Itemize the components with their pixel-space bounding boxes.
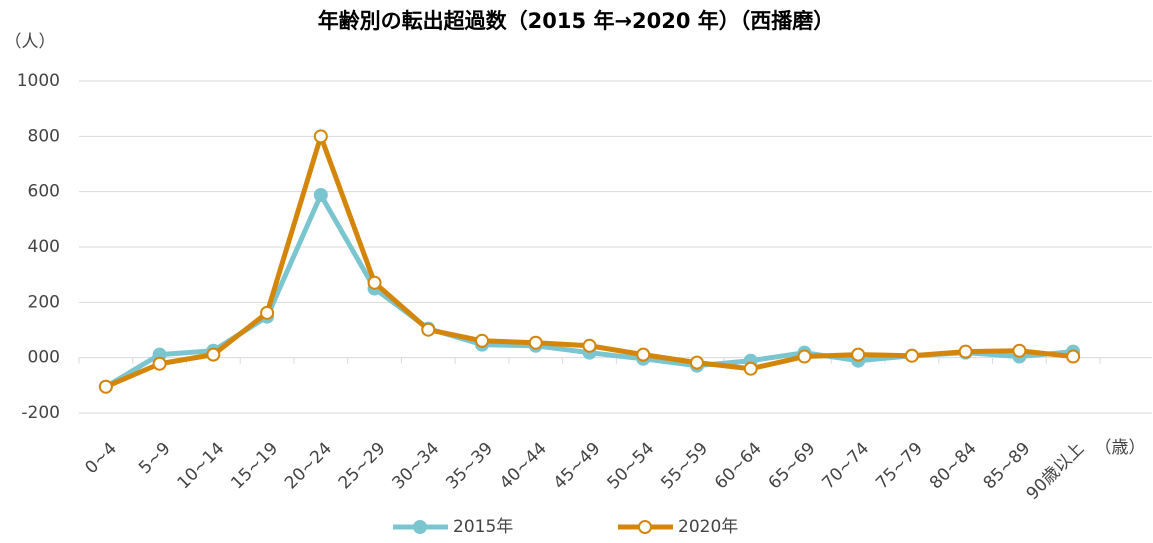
marker	[528, 335, 543, 350]
marker	[636, 347, 651, 362]
marker	[582, 338, 597, 353]
marker	[313, 129, 328, 144]
x-tick-label: 0~4	[81, 439, 121, 479]
marker	[152, 356, 167, 371]
chart-title: 年齢別の転出超過数（2015 年→2020 年）（西播磨）	[318, 9, 835, 33]
x-tick-label: 5~9	[135, 439, 175, 479]
x-tick-label: 60~64	[711, 439, 766, 494]
marker	[689, 355, 704, 370]
legend-label: 2020年	[678, 517, 738, 537]
x-tick-label: 50~54	[603, 439, 658, 494]
marker	[421, 322, 436, 337]
y-tick-label: 1000	[17, 71, 60, 91]
y-tick-label: 800	[28, 126, 60, 146]
x-tick-label: 15~19	[227, 439, 282, 494]
x-tick-label: 45~49	[550, 439, 605, 494]
marker	[1066, 349, 1081, 364]
marker	[475, 333, 490, 348]
x-tick-label: 20~24	[281, 439, 336, 494]
marker	[743, 361, 758, 376]
x-tick-label: 35~39	[442, 439, 497, 494]
x-tick-label: 90歳以上	[1023, 439, 1089, 505]
x-tick-label: 70~74	[818, 439, 873, 494]
x-tick-label: 10~14	[174, 439, 229, 494]
marker	[904, 348, 919, 363]
x-tick-label: 75~79	[872, 439, 927, 494]
marker	[797, 349, 812, 364]
marker	[313, 187, 328, 202]
y-axis-label: （人）	[5, 32, 56, 52]
marker	[958, 344, 973, 359]
legend-marker	[413, 520, 427, 534]
y-tick-label: 200	[28, 292, 60, 312]
x-tick-label: 65~69	[765, 439, 820, 494]
y-tick-label: -200	[21, 403, 60, 423]
marker	[206, 347, 221, 362]
x-tick-label: 55~59	[657, 439, 712, 494]
y-tick-label: 400	[28, 237, 60, 257]
marker	[367, 275, 382, 290]
x-tick-label: 25~29	[335, 439, 390, 494]
marker	[1012, 343, 1027, 358]
marker	[98, 379, 113, 394]
y-tick-label: 000	[28, 348, 60, 368]
x-tick-label: 30~34	[389, 439, 444, 494]
legend-marker	[638, 520, 652, 534]
y-tick-label: 600	[28, 182, 60, 202]
legend-label: 2015年	[453, 517, 513, 537]
marker	[260, 305, 275, 320]
marker	[851, 347, 866, 362]
x-tick-label: 80~84	[926, 439, 981, 494]
x-tick-label: 40~44	[496, 439, 551, 494]
x-axis-label: （歳）	[1095, 438, 1146, 458]
